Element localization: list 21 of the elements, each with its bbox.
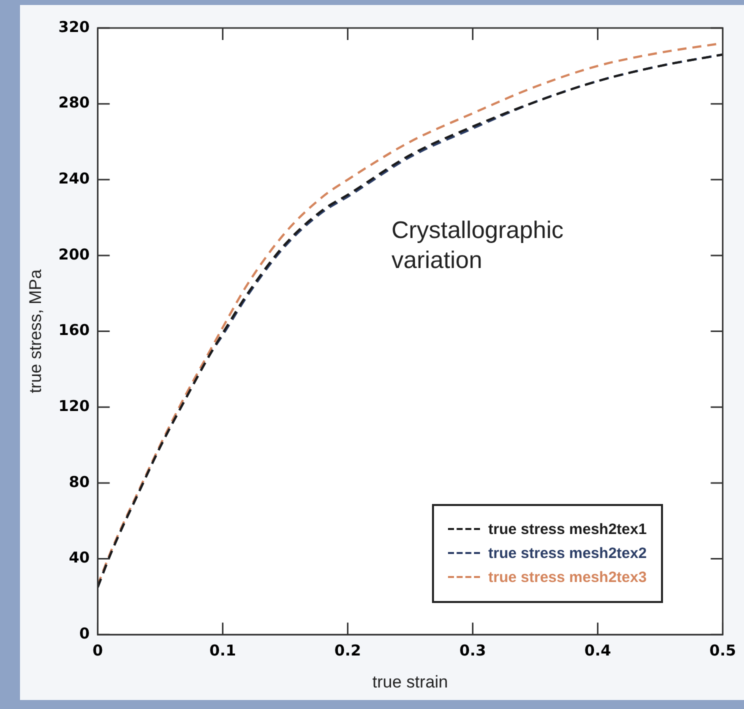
legend-label: true stress mesh2tex1 bbox=[488, 520, 647, 538]
legend-label: true stress mesh2tex3 bbox=[488, 568, 647, 586]
y-tick-label: 160 bbox=[58, 321, 90, 340]
y-tick-label: 240 bbox=[58, 170, 90, 188]
legend-label: true stress mesh2tex2 bbox=[488, 544, 647, 562]
x-tick-label: 0.4 bbox=[584, 641, 611, 660]
y-tick-label: 0 bbox=[79, 624, 90, 642]
x-tick-label: 0.5 bbox=[709, 641, 736, 660]
y-tick-label: 280 bbox=[58, 94, 90, 112]
x-tick-label: 0 bbox=[92, 641, 103, 660]
y-tick-label: 120 bbox=[58, 397, 90, 416]
x-axis-title: true strain bbox=[372, 672, 448, 692]
y-tick-label: 80 bbox=[68, 472, 90, 491]
y-tick-label: 40 bbox=[68, 548, 90, 567]
x-tick-label: 0.3 bbox=[459, 641, 486, 660]
x-tick-label: 0.2 bbox=[334, 641, 361, 660]
y-axis-title: true stress, MPa bbox=[26, 268, 45, 394]
y-tick-label: 320 bbox=[58, 18, 90, 36]
y-tick-label: 200 bbox=[58, 245, 90, 264]
annotation: Crystallographic variation bbox=[391, 216, 564, 276]
x-tick-label: 0.1 bbox=[209, 641, 236, 660]
